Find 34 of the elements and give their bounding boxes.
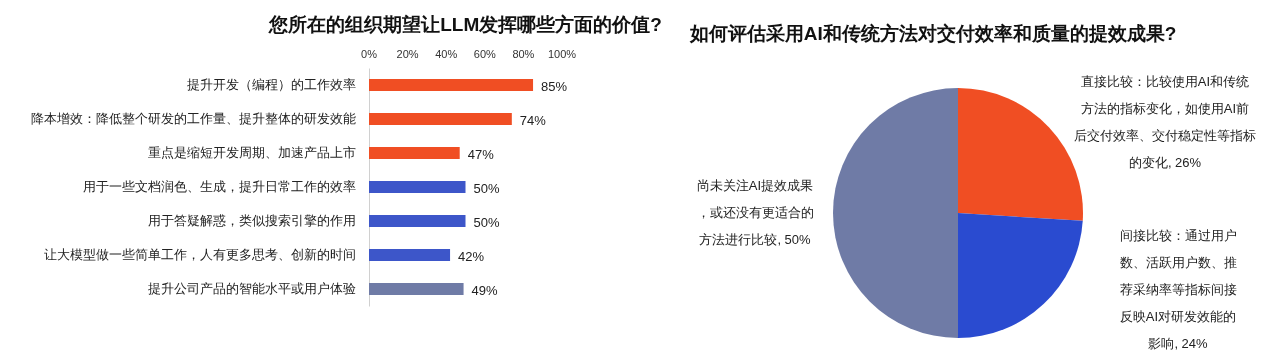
bar [369, 215, 466, 227]
x-tick-label: 0% [361, 48, 378, 60]
data-label: 74% [519, 113, 547, 128]
data-label: 50% [473, 215, 500, 230]
chart-title: 您所在的组织期望让LLM发挥哪些方面的价值? [268, 14, 662, 35]
x-tick-label: 80% [512, 48, 535, 60]
data-label: 85% [541, 79, 568, 94]
pie-slice [833, 88, 958, 338]
x-tick-label: 20% [396, 48, 419, 60]
data-label: 50% [473, 181, 500, 196]
bar [369, 181, 466, 193]
y-tick-label: 让大模型做一些简单工作，人有更多思考、创新的时间 [43, 247, 356, 262]
data-label: 49% [471, 283, 499, 298]
pie-slice [958, 213, 1083, 338]
bar [369, 79, 534, 91]
chart-title: 如何评估采用AI和传统方法对交付效率和质量的提效成果? [688, 23, 1177, 44]
x-tick-label: 60% [473, 48, 497, 60]
y-tick-label: 提升公司产品的智能水平或用户体验 [147, 281, 356, 296]
y-tick-label: 用于一些文档润色、生成，提升日常工作的效率 [82, 179, 356, 194]
bar [369, 249, 451, 261]
bar [369, 113, 512, 125]
bar [369, 147, 460, 159]
data-label: 47% [467, 147, 495, 162]
slice-label: 尚未关注AI提效成果，或还没有更适合的方法进行比较, 50% [696, 178, 814, 247]
y-tick-label: 重点是缩短开发周期、加速产品上市 [147, 145, 356, 160]
x-tick-label: 40% [435, 48, 458, 60]
data-label: 42% [458, 249, 485, 264]
x-tick-label: 100% [547, 48, 577, 60]
bar [369, 283, 464, 295]
slice-label: 间接比较：通过用户数、活跃用户数、推荐采纳率等指标间接反映AI对研发效能的影响, 24% [1119, 228, 1237, 351]
y-tick-label: 用于答疑解惑，类似搜索引擎的作用 [147, 213, 356, 228]
y-tick-label: 降本增效：降低整个研发的工作量、提升整体的研发效能 [30, 111, 356, 126]
y-tick-label: 提升开发（编程）的工作效率 [186, 77, 356, 92]
slice-label: 直接比较：比较使用AI和传统方法的指标变化，如使用AI前后交付效率、交付稳定性等指标的变化, 26% [1074, 74, 1256, 170]
